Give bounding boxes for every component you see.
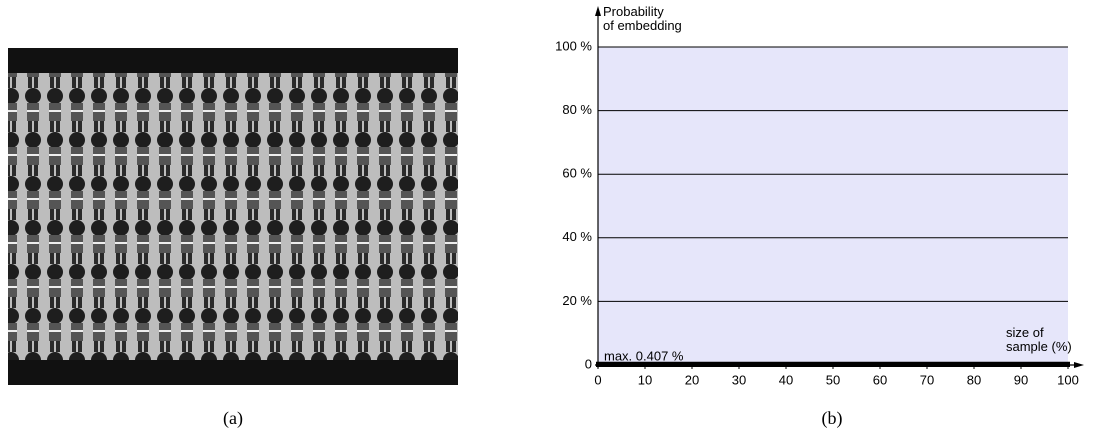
y-tick-label: 20 % [562, 293, 592, 308]
y-tick-label: 100 % [555, 38, 592, 53]
y-tick-label: 0 [585, 356, 592, 371]
x-tick-label: 0 [594, 372, 601, 387]
photo-band [8, 360, 458, 385]
x-tick-label: 60 [873, 372, 887, 387]
photo [8, 48, 458, 385]
x-tick-label: 20 [685, 372, 699, 387]
area [598, 364, 1068, 365]
x-tick-label: 80 [967, 372, 981, 387]
caption: (a) [223, 408, 243, 429]
x-tick-label: 50 [826, 372, 840, 387]
y-tick-label: 60 % [562, 166, 592, 181]
plot-background [598, 47, 1068, 365]
x-tick-label: 100 [1057, 372, 1079, 387]
x-tick-label: 30 [732, 372, 746, 387]
x-tick-label: 70 [920, 372, 934, 387]
x-tick-label: 10 [638, 372, 652, 387]
x-axis-arrow [1074, 362, 1084, 368]
y-tick-label: 40 % [562, 229, 592, 244]
x-tick-label: 90 [1014, 372, 1028, 387]
photo-band [8, 48, 458, 73]
x-tick-label: 40 [779, 372, 793, 387]
y-tick-label: 80 % [562, 102, 592, 117]
caption: (b) [822, 408, 843, 429]
figure: (a) (b) 0 20 % 40 % 60 % 80 % 100 % 0 10 20 30 40 5… [0, 0, 1109, 440]
chart: 0 20 % 40 % 60 % 80 % 100 % 0 10 20 30 40 50 60 70 80 9… [555, 4, 1084, 387]
y-axis-arrow [595, 6, 601, 16]
photo-content [8, 48, 458, 385]
annotation: max. 0.407 % [604, 348, 684, 363]
